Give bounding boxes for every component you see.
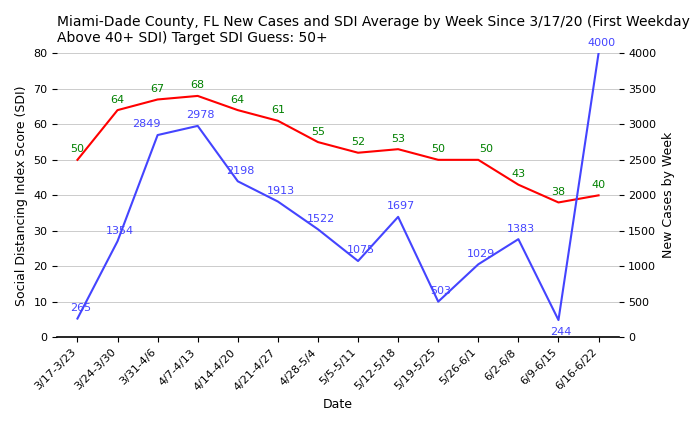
- Text: 43: 43: [511, 169, 526, 179]
- Text: 4000: 4000: [587, 38, 615, 48]
- Text: 244: 244: [551, 327, 572, 337]
- Text: 1075: 1075: [347, 245, 375, 256]
- Text: 38: 38: [551, 187, 566, 197]
- Text: 1522: 1522: [306, 214, 335, 224]
- Text: 52: 52: [351, 137, 365, 147]
- Y-axis label: New Cases by Week: New Cases by Week: [662, 132, 675, 259]
- Text: 1697: 1697: [387, 201, 415, 211]
- Text: 50: 50: [431, 144, 445, 154]
- Text: 1913: 1913: [266, 186, 295, 196]
- Text: 64: 64: [230, 95, 245, 104]
- Text: Miami-Dade County, FL New Cases and SDI Average by Week Since 3/17/20 (First Wee: Miami-Dade County, FL New Cases and SDI …: [57, 15, 690, 45]
- Text: 68: 68: [190, 81, 205, 90]
- Text: 67: 67: [150, 84, 165, 94]
- Text: 50: 50: [480, 144, 493, 154]
- Text: 503: 503: [431, 286, 451, 296]
- Text: 265: 265: [70, 303, 91, 313]
- Text: 1354: 1354: [106, 226, 135, 236]
- Text: 1029: 1029: [467, 249, 495, 259]
- Text: 2978: 2978: [186, 110, 215, 120]
- Text: 64: 64: [110, 95, 125, 104]
- Text: 50: 50: [70, 144, 84, 154]
- Text: 55: 55: [311, 127, 325, 136]
- Y-axis label: Social Distancing Index Score (SDI): Social Distancing Index Score (SDI): [15, 85, 28, 305]
- Text: 1383: 1383: [507, 224, 535, 233]
- X-axis label: Date: Date: [323, 398, 353, 411]
- Text: 40: 40: [591, 180, 606, 190]
- Text: 2198: 2198: [226, 166, 255, 176]
- Text: 61: 61: [271, 105, 285, 115]
- Text: 53: 53: [391, 134, 405, 144]
- Text: 2849: 2849: [132, 120, 161, 130]
